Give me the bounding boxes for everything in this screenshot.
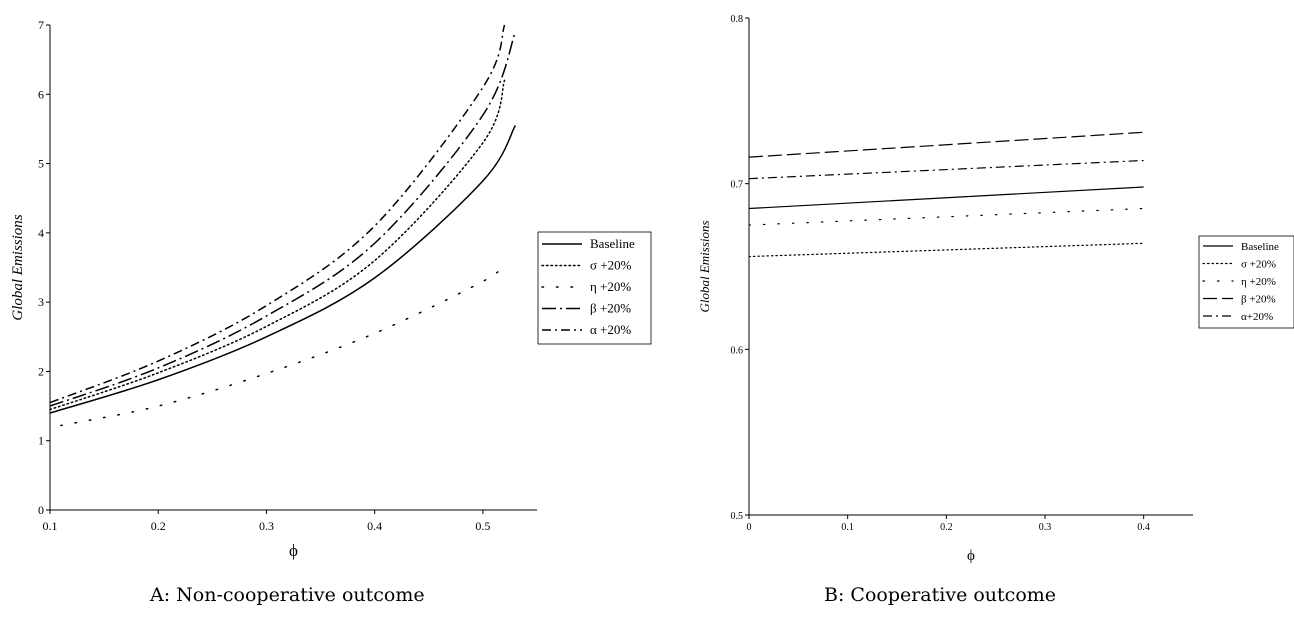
y-tick-label: 2 [38,364,44,378]
caption-b: B: Cooperative outcome [824,584,1057,606]
y-axis-label: Global Emissions [697,220,712,312]
y-tick-label: 0.6 [731,345,744,356]
legend-label: σ +20% [1241,259,1276,271]
legend-label: σ +20% [590,258,632,273]
x-tick-label: 0.2 [151,519,166,533]
series-line [748,242,1145,258]
legend-label: η +20% [1241,276,1276,288]
x-tick-label: 0.3 [259,519,274,533]
y-tick-label: 5 [38,157,44,171]
legend-label: Baseline [590,236,635,251]
legend-label: β +20% [590,301,631,316]
x-tick-label: 0.5 [475,519,490,533]
y-tick-label: 0.7 [731,180,744,191]
x-tick-label: 0.1 [43,519,58,533]
legend-box [1198,235,1294,329]
series-line [49,79,506,411]
x-tick-label: 0.3 [1039,522,1052,533]
caption-a: A: Non-cooperative outcome [150,584,425,606]
y-tick-label: 7 [38,18,44,32]
chart-a-noncooperative: 0.1 0.2 0.3 0.4 0.5 0 1 2 3 4 5 6 7 ϕ Global Emissions… [10,18,652,560]
y-tick-label: 0.5 [731,511,744,522]
y-tick-label: 4 [38,226,44,240]
x-tick-label: 0.1 [841,522,854,533]
y-axis-label: Global Emissions [10,214,26,320]
x-tick-label: 0.4 [1137,522,1150,533]
x-axis-label: ϕ [289,541,298,560]
series-line [49,31,517,407]
legend-label: α+20% [1241,311,1273,323]
x-tick-label: 0.2 [940,522,953,533]
y-tick-label: 3 [38,295,44,309]
series-line [748,159,1144,180]
series-line [748,186,1144,210]
x-axis-label: ϕ [967,548,975,564]
x-tick-label: 0.4 [367,519,382,533]
series-line [748,207,1145,226]
series-line [49,24,506,404]
y-tick-label: 1 [38,434,44,448]
x-tick-label: 0 [747,522,752,533]
legend-box [537,231,652,345]
y-tick-label: 0.8 [731,14,744,25]
y-tick-label: 0 [38,503,44,517]
legend-label: α +20% [590,322,631,337]
legend-label: Baseline [1241,241,1279,253]
chart-b-cooperative: 0 0.1 0.2 0.3 0.4 0.5 0.6 0.7 0.8 ϕ Global Emissio… [697,14,1294,564]
y-tick-label: 6 [38,87,44,101]
legend-label: η +20% [590,279,631,294]
series-line [748,131,1144,158]
series-line [49,125,517,414]
legend-label: β +20% [1241,294,1276,306]
series-line [60,263,506,427]
